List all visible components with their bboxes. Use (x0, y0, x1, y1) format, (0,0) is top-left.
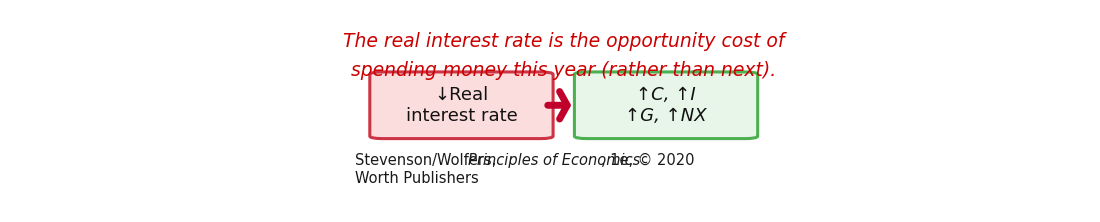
Text: ↓Real: ↓Real (434, 86, 488, 104)
Text: Stevenson/Wolfers,: Stevenson/Wolfers, (355, 153, 500, 168)
Text: ↑G, ↑NX: ↑G, ↑NX (625, 107, 707, 125)
Text: interest rate: interest rate (406, 107, 517, 125)
FancyBboxPatch shape (370, 72, 553, 139)
Text: The real interest rate is the opportunity cost of: The real interest rate is the opportunit… (343, 32, 784, 51)
Text: Principles of Economics: Principles of Economics (468, 153, 640, 168)
Text: spending money this year (rather than next).: spending money this year (rather than ne… (351, 61, 777, 80)
Text: , 1e, © 2020: , 1e, © 2020 (602, 153, 695, 168)
FancyBboxPatch shape (574, 72, 758, 139)
Text: Worth Publishers: Worth Publishers (355, 171, 478, 186)
Text: ↑C, ↑I: ↑C, ↑I (636, 86, 696, 104)
